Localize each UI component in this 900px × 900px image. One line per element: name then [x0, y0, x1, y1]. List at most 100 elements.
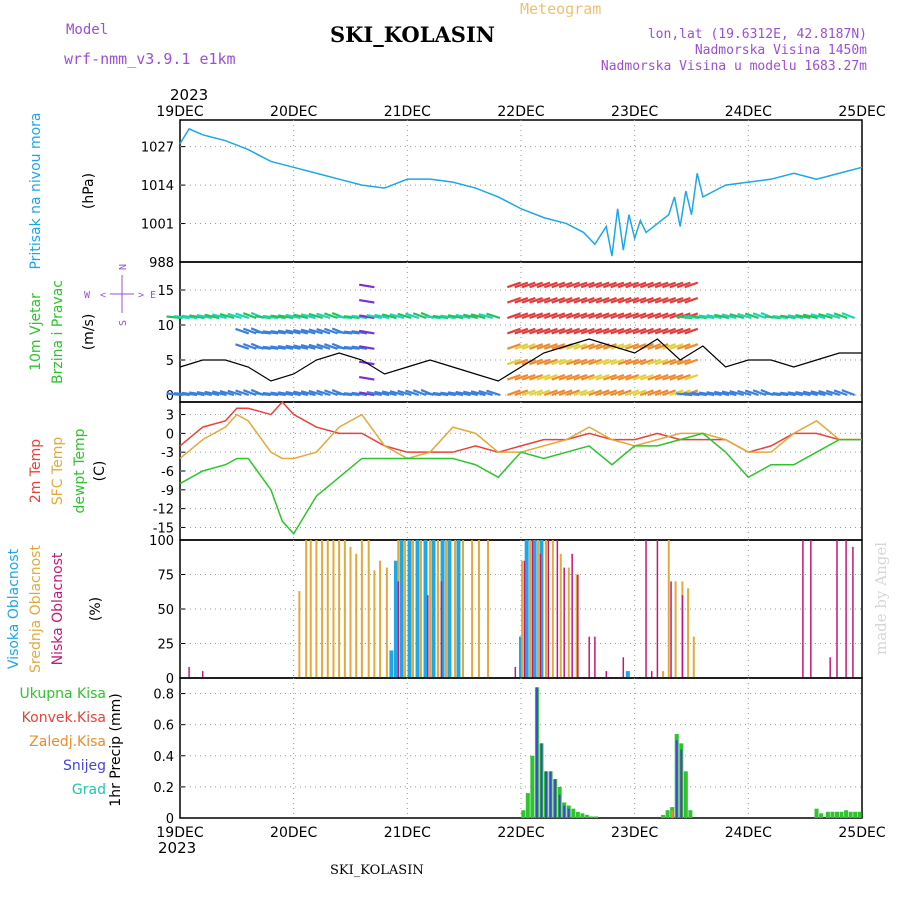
wind-barb — [374, 284, 389, 287]
wind-barb — [536, 389, 551, 397]
wind-barb — [182, 285, 197, 287]
wind-barb — [529, 296, 543, 304]
wind-barb — [243, 282, 256, 287]
wind-barb — [730, 283, 744, 287]
wind-barb — [536, 312, 551, 320]
wind-barb — [235, 327, 250, 335]
temperature-ytick: 0 — [166, 427, 174, 442]
wind-barb — [551, 389, 566, 397]
wind-barb — [819, 283, 833, 287]
wind-barb — [197, 346, 212, 349]
top-time-ticks: 19DEC 20DEC 21DEC 22DEC 23DEC 24DEC 25DEC — [156, 104, 885, 120]
wind-barb — [842, 375, 855, 380]
wind-barb — [529, 343, 543, 350]
wind-barb — [788, 331, 803, 334]
wind-barb — [182, 300, 197, 302]
wind-barb — [588, 281, 603, 289]
wind-barb — [714, 299, 729, 302]
wind-barb — [536, 296, 551, 304]
wind-barb — [205, 299, 220, 302]
wind-barb — [270, 391, 286, 397]
wind-barb — [662, 296, 676, 304]
year-bottom: 2023 — [158, 839, 196, 857]
cloud-ylabel-low: Niska Oblacnost — [50, 552, 66, 665]
cloud-bar-niska-oblacnost — [588, 636, 590, 678]
wind-barb — [691, 331, 706, 333]
wind-barb — [506, 343, 521, 350]
wind-barb — [834, 329, 847, 334]
wind-barb — [551, 296, 566, 304]
wind-barb — [647, 327, 662, 335]
wind-barb — [691, 362, 706, 364]
wind-barb — [479, 345, 493, 349]
wind-barb — [691, 300, 706, 302]
cloud-bar-visoka-oblacnost — [440, 540, 445, 678]
wind-barb — [745, 329, 758, 333]
wind-barb — [270, 300, 285, 302]
cloud-ytick: 75 — [157, 569, 174, 584]
precip-legend-snijeg: Snijeg — [63, 758, 106, 774]
precipitation-bar-ukupna-kisa — [665, 810, 670, 818]
wind-barb — [745, 375, 758, 379]
wind-barb — [707, 346, 722, 349]
wind-barb — [595, 327, 610, 335]
wind-barb — [780, 300, 795, 302]
wind-barb — [795, 330, 810, 333]
wind-barb — [765, 286, 781, 288]
wind-barb — [765, 378, 781, 380]
wind-barb — [382, 284, 396, 288]
cloud-bar-srednja-oblacnost — [559, 553, 562, 678]
temperature-ytick: -12 — [153, 503, 174, 518]
wind-barb — [196, 314, 213, 320]
wind-barb — [730, 299, 744, 303]
wind-barb — [344, 301, 360, 303]
wind-barb — [421, 282, 433, 287]
wind-barb — [737, 329, 751, 333]
wind-barb — [204, 390, 220, 397]
wind-barb — [684, 373, 699, 381]
wind-barb — [714, 284, 729, 287]
wind-barb — [220, 376, 234, 380]
wind-barb — [227, 312, 242, 320]
wind-barb — [344, 285, 360, 287]
wind-barb — [595, 312, 610, 320]
wind-barb — [617, 358, 632, 366]
wind-barb — [317, 375, 330, 379]
wind-barb — [639, 358, 654, 366]
precipitation-bar-ukupna-kisa — [857, 811, 862, 818]
wind-barb — [382, 376, 396, 380]
wind-barb — [197, 361, 212, 364]
wind-barb — [803, 284, 818, 287]
precipitation-bar-ukupna-kisa — [661, 814, 666, 818]
wind-barb — [543, 327, 558, 335]
wind-barb — [610, 389, 625, 397]
wind-barb — [413, 344, 426, 349]
wind-barb — [588, 296, 603, 304]
wind-barb — [647, 358, 662, 366]
wind-barb — [536, 327, 551, 335]
wind-barb — [398, 375, 412, 379]
compass-arrow-right: > — [138, 290, 144, 301]
wind-ytick: 15 — [157, 284, 174, 299]
wind-barb — [595, 373, 610, 381]
wind-barb — [819, 360, 833, 364]
wind-barb — [479, 329, 493, 333]
wind-barb — [413, 282, 426, 287]
wind-barb — [699, 300, 714, 302]
cloud-bar-srednja-oblacnost — [309, 540, 312, 678]
wind-barb — [580, 312, 595, 320]
wind-barb — [765, 332, 781, 334]
wind-barb — [463, 345, 478, 348]
wind-barb — [676, 373, 691, 381]
wind-barb — [654, 389, 669, 397]
wind-barb — [737, 283, 751, 287]
wind-barb — [255, 363, 271, 365]
wind-barb — [753, 298, 766, 303]
wind-barb — [753, 329, 766, 334]
wind-barb — [647, 343, 662, 350]
wind-barb — [255, 301, 271, 303]
cloud-bar-srednja-oblacnost — [360, 540, 363, 678]
wind-barb — [286, 284, 301, 287]
cloud-bar-srednja-oblacnost — [349, 546, 352, 678]
wind-barb — [780, 314, 796, 320]
